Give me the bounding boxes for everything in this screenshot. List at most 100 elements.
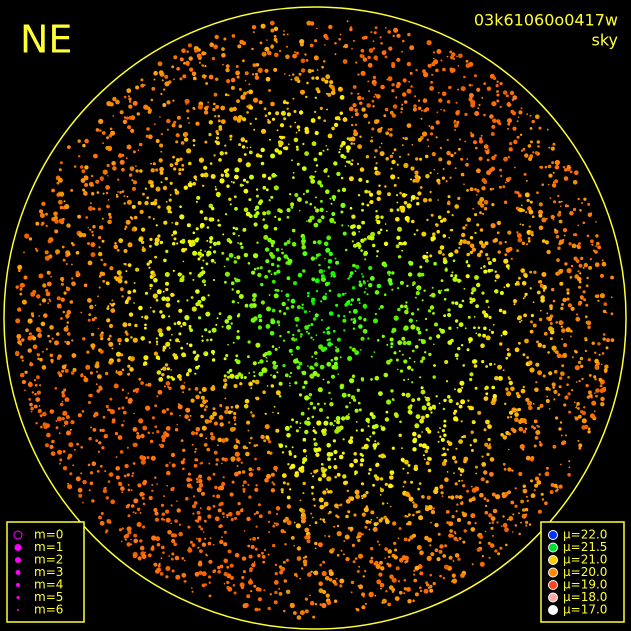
star (245, 211, 251, 217)
star (356, 608, 360, 612)
star (302, 251, 308, 257)
star (537, 425, 540, 428)
star (523, 313, 527, 318)
star (191, 443, 194, 446)
star (412, 513, 415, 517)
star (140, 459, 146, 465)
star (80, 373, 84, 378)
star (398, 527, 402, 530)
star (315, 357, 317, 360)
star (204, 250, 206, 252)
star (507, 490, 511, 495)
star (124, 262, 127, 266)
star (378, 184, 381, 187)
star (128, 173, 133, 177)
star (165, 575, 169, 579)
star (217, 119, 221, 123)
star (429, 254, 433, 258)
star (526, 499, 529, 502)
star (295, 145, 299, 149)
star (600, 402, 605, 407)
star (566, 268, 572, 274)
star (259, 154, 263, 158)
star (440, 59, 443, 62)
star (213, 44, 219, 50)
star (174, 221, 179, 226)
star (210, 174, 216, 179)
star (267, 269, 271, 273)
star (500, 174, 503, 178)
star (160, 517, 164, 521)
star (480, 267, 483, 270)
star (162, 366, 167, 371)
star (323, 428, 327, 433)
star (336, 420, 341, 425)
star (322, 520, 325, 523)
star (51, 361, 54, 364)
star (56, 332, 60, 336)
star (306, 220, 308, 222)
star (99, 520, 105, 526)
star (344, 480, 349, 485)
star (499, 105, 502, 108)
star (185, 407, 191, 413)
star (205, 405, 208, 409)
star (383, 293, 387, 297)
star (298, 393, 303, 397)
star (407, 32, 411, 37)
star (509, 142, 513, 146)
star (240, 375, 244, 379)
star (366, 506, 369, 509)
star (316, 69, 319, 71)
star (121, 190, 125, 193)
star (417, 99, 421, 102)
star (210, 258, 215, 263)
star (399, 304, 404, 309)
star (88, 394, 92, 397)
star (469, 236, 474, 240)
star (231, 300, 235, 304)
star (111, 418, 116, 422)
star (400, 242, 404, 246)
star (24, 233, 30, 239)
star (474, 75, 477, 77)
star (523, 172, 527, 176)
star (299, 507, 304, 512)
star (153, 78, 156, 81)
star (160, 557, 163, 560)
star (91, 317, 96, 322)
star (307, 324, 311, 327)
star (230, 85, 235, 90)
star (493, 76, 497, 80)
star (375, 210, 378, 213)
star (290, 536, 295, 540)
star (342, 117, 348, 122)
star (426, 218, 429, 222)
star (319, 504, 325, 510)
star (95, 383, 98, 386)
star (305, 59, 309, 62)
star (253, 267, 257, 271)
star (268, 199, 271, 202)
star (355, 264, 360, 269)
star (127, 372, 131, 376)
star (365, 287, 367, 290)
star (251, 562, 256, 568)
star (463, 287, 466, 290)
star (595, 245, 598, 248)
star (279, 49, 282, 53)
star (322, 331, 326, 334)
star (123, 249, 128, 253)
star (484, 149, 487, 152)
star (460, 86, 466, 92)
star (276, 129, 279, 132)
star (164, 74, 169, 79)
star (417, 287, 421, 291)
star (302, 385, 306, 389)
star (278, 565, 283, 569)
star (209, 246, 212, 249)
star (231, 480, 235, 484)
star (424, 535, 429, 541)
star (230, 456, 236, 462)
star (584, 315, 588, 319)
